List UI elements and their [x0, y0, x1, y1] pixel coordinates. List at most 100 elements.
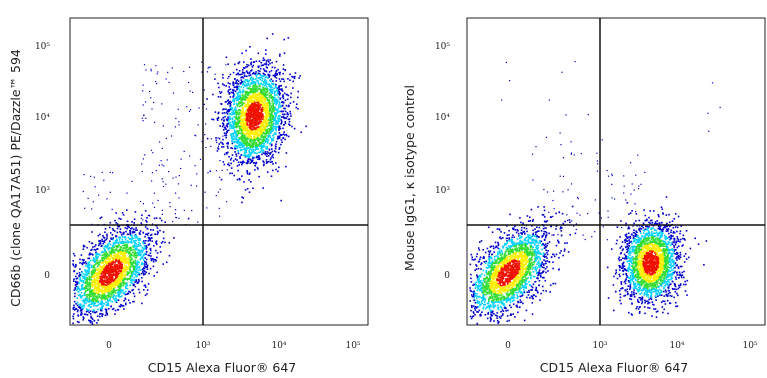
panel-1-event-dot [240, 124, 243, 126]
panel-1-event-dot [243, 132, 245, 135]
panel-1-event-dot [114, 249, 117, 251]
panel-1-event-dot [227, 109, 229, 112]
panel-1-event-dot [81, 280, 83, 283]
panel-1-event-dot [244, 91, 247, 94]
panel-1-event-dot [260, 135, 263, 137]
panel-1-event-dot [125, 284, 127, 286]
panel-1-event-dot [110, 282, 113, 285]
panel-1-event-dot [260, 133, 263, 135]
panel-1-event-dot [233, 100, 236, 103]
panel-1-event-dot [253, 114, 255, 117]
panel-1-event-dot [265, 103, 268, 106]
panel-1-event-dot [121, 234, 123, 236]
panel-1-event-dot [261, 140, 263, 143]
panel-1-event-dot [257, 118, 260, 120]
panel-1-event-dot [246, 171, 249, 173]
panel-1-event-dot [88, 319, 90, 322]
panel-1-event-dot [82, 305, 84, 308]
panel-1-event-dot [246, 160, 249, 163]
panel-1-event-dot [104, 268, 107, 271]
panel-1-event-dot [282, 94, 284, 96]
panel-1-event-dot [280, 110, 282, 113]
panel-1-event-dot [237, 150, 239, 153]
panel-1-event-dot [92, 271, 95, 274]
panel-1-event-dot [118, 257, 121, 260]
panel-1-event-dot [260, 128, 262, 131]
panel-1-event-dot [150, 233, 153, 236]
panel-1-event-dot [251, 151, 253, 154]
panel-1-event-dot [234, 141, 237, 143]
panel-1-event-dot [218, 111, 220, 114]
panel-1-event-dot [105, 288, 108, 290]
panel-1-event-dot [248, 74, 250, 77]
panel-1-event-dot [147, 240, 150, 242]
panel-1-event-dot [130, 246, 132, 249]
panel-1-event-dot [113, 287, 115, 290]
panel-1-event-dot [122, 305, 125, 307]
panel-1-event-dot [86, 274, 88, 276]
panel-1-event-dot [279, 71, 281, 74]
panel-1-event-dot [121, 252, 124, 254]
panel-1-event-dot [246, 140, 248, 143]
panel-1-event-dot [254, 82, 257, 85]
panel-1-event-dot [117, 275, 120, 278]
panel-1-event-dot [86, 288, 89, 290]
panel-1-event-dot [230, 133, 232, 136]
panel-1-event-dot [244, 84, 246, 87]
panel-1-event-dot [255, 97, 257, 100]
panel-1-event-dot [245, 93, 247, 95]
panel-1-event-dot [127, 226, 129, 228]
panel-1-event-dot [233, 98, 236, 100]
panel-1-event-dot [262, 150, 264, 152]
panel-1-event-dot [218, 86, 220, 89]
panel-1-event-dot [127, 261, 130, 264]
panel-1-event-dot [259, 91, 262, 93]
panel-1-event-dot [112, 292, 114, 294]
panel-1-event-dot [246, 119, 248, 121]
panel-1-event-dot [268, 92, 271, 94]
panel-1-event-dot [247, 106, 249, 109]
panel-1-event-dot [108, 254, 110, 257]
panel-1-event-dot [258, 155, 260, 157]
panel-1-event-dot [123, 259, 125, 262]
panel-1-event-dot [126, 250, 129, 252]
panel-1-event-dot [135, 270, 138, 273]
panel-1-event-dot [99, 273, 101, 276]
panel-1-event-dot [120, 303, 122, 306]
panel-1-event-dot [261, 113, 264, 115]
panel-1-event-dot [126, 244, 129, 247]
panel-1-event-dot [77, 291, 80, 293]
panel-1-event-dot [253, 117, 256, 120]
panel-1-event-dot [143, 267, 145, 269]
panel-1-event-dot [81, 308, 83, 310]
panel-1-event-dot [109, 226, 111, 229]
panel-1-event-dot [112, 242, 115, 244]
panel-1-event-dot [229, 105, 231, 107]
panel-1-event-dot [283, 80, 285, 83]
panel-1-event-dot [271, 61, 273, 64]
panel-1-event-dot [142, 258, 145, 261]
panel-1-event-dot [265, 113, 267, 116]
panel-1-event-dot [239, 88, 241, 91]
panel-1-event-dot [233, 113, 236, 116]
panel-1-event-dot [122, 283, 125, 285]
panel-1-event-dot [125, 266, 127, 268]
panel-1-event-dot [252, 145, 255, 147]
panel-1-event-dot [129, 249, 132, 252]
panel-1-event-dot [138, 272, 140, 275]
panel-1-event-dot [268, 85, 270, 87]
panel-1-event-dot [256, 106, 259, 109]
panel-1-event-dot [234, 111, 237, 114]
panel-1-event-dot [278, 91, 280, 93]
panel-1-event-dot [112, 229, 115, 231]
panel-1-event-dot [124, 236, 127, 239]
panel-1-event-dot [97, 264, 100, 266]
panel-1-event-dot [258, 84, 261, 87]
panel-1-event-dot [152, 260, 155, 263]
panel-1-event-dot [83, 277, 86, 279]
panel-1-event-dot [124, 298, 127, 300]
panel-1-event-dot [270, 92, 272, 94]
panel-1-event-dot [132, 255, 135, 257]
panel-1-event-dot [214, 78, 216, 80]
panel-1-event-dot [87, 266, 89, 268]
